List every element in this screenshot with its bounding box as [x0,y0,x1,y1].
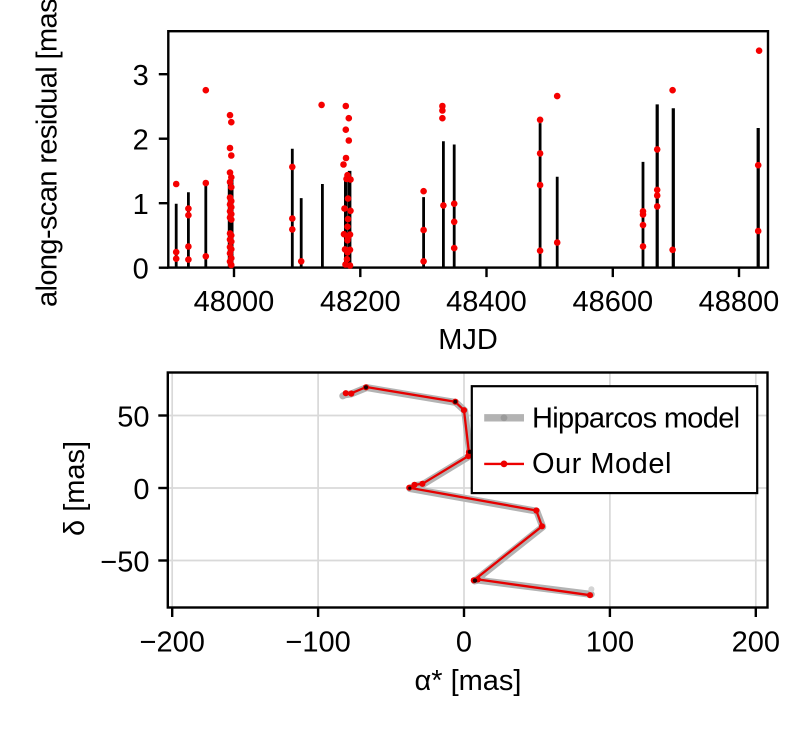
svg-text:48800: 48800 [699,286,780,318]
svg-text:0: 0 [456,627,472,659]
svg-text:−50: −50 [100,547,149,579]
svg-text:100: 100 [586,627,634,659]
svg-text:2: 2 [133,125,149,157]
svg-text:48600: 48600 [572,286,653,318]
svg-text:48200: 48200 [320,286,401,318]
svg-text:δ [mas]: δ [mas] [59,441,91,536]
svg-text:−100: −100 [285,627,350,659]
svg-text:Hipparcos model: Hipparcos model [532,403,739,435]
svg-text:0: 0 [133,474,149,506]
svg-text:α* [mas]: α* [mas] [414,665,521,697]
svg-text:0: 0 [133,254,149,286]
svg-text:48000: 48000 [194,286,275,318]
svg-text:200: 200 [732,627,780,659]
svg-text:−200: −200 [140,627,205,659]
svg-text:Our Model: Our Model [532,448,672,480]
svg-text:MJD: MJD [438,324,498,356]
svg-text:48400: 48400 [446,286,527,318]
svg-text:3: 3 [133,60,149,92]
svg-text:50: 50 [117,402,149,434]
svg-text:1: 1 [133,189,149,221]
svg-text:along-scan residual [mas]: along-scan residual [mas] [32,0,64,307]
